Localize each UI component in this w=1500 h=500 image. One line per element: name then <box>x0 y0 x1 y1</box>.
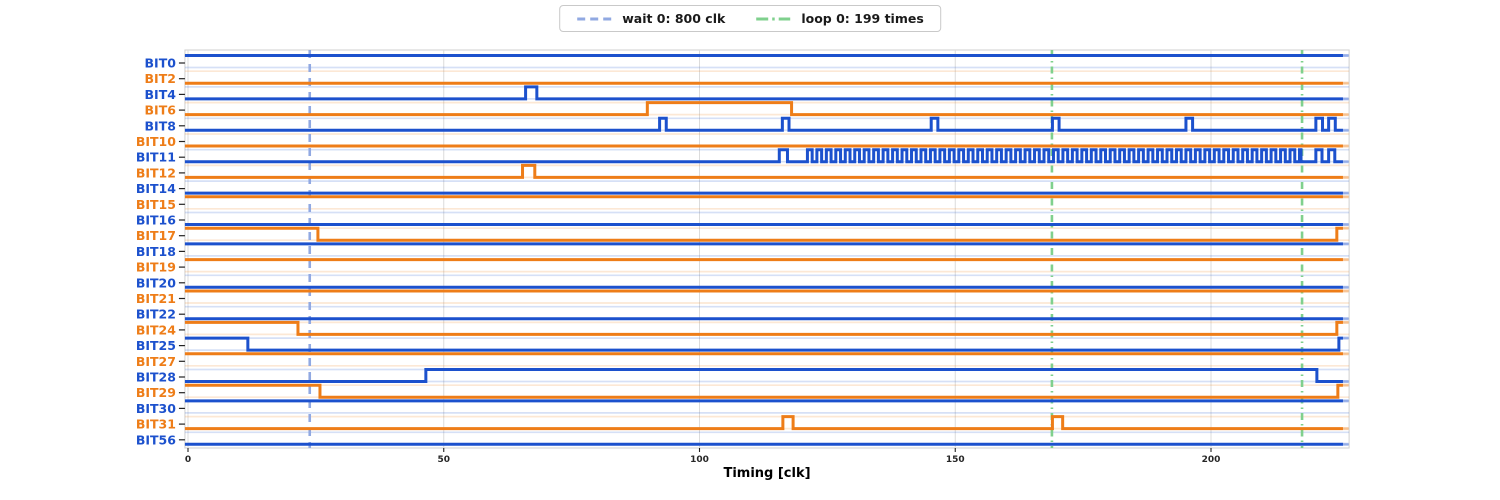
loop-line-sample <box>756 17 791 20</box>
y-label-BIT16: BIT16 <box>136 213 176 228</box>
y-label-BIT24: BIT24 <box>136 322 176 337</box>
y-label-BIT20: BIT20 <box>136 275 176 290</box>
x-tick-label: 200 <box>1202 455 1221 465</box>
waveform-BIT17 <box>184 226 1343 242</box>
waveform-BIT28 <box>184 368 1343 383</box>
y-label-BIT14: BIT14 <box>136 181 176 196</box>
waveform-BIT25 <box>184 336 1343 352</box>
event-markers <box>308 50 1304 448</box>
waveform-BIT24 <box>184 320 1343 336</box>
y-label-BIT22: BIT22 <box>136 307 176 322</box>
plot-border <box>184 49 1350 449</box>
waveform-BIT31 <box>184 415 1343 431</box>
legend-item-wait: wait 0: 800 clk <box>576 11 725 26</box>
y-label-BIT29: BIT29 <box>136 385 176 400</box>
y-label-BIT0: BIT0 <box>145 56 177 71</box>
y-label-BIT19: BIT19 <box>136 260 176 275</box>
y-label-BIT6: BIT6 <box>145 103 177 118</box>
y-label-BIT11: BIT11 <box>136 150 176 165</box>
y-label-BIT10: BIT10 <box>136 134 176 149</box>
waveform-BIT6 <box>184 101 1343 117</box>
y-label-BIT30: BIT30 <box>136 401 176 416</box>
y-label-BIT15: BIT15 <box>136 197 176 212</box>
waveform-BIT11 <box>184 148 1343 164</box>
legend: wait 0: 800 clk loop 0: 199 times <box>559 5 941 32</box>
y-label-BIT28: BIT28 <box>136 370 176 385</box>
legend-item-loop: loop 0: 199 times <box>755 11 924 26</box>
x-tick-label: 50 <box>437 455 450 465</box>
x-axis-ticks: 0 50 100 150 200 <box>185 448 1221 465</box>
waveform-BIT29 <box>184 383 1343 399</box>
wait-line-sample <box>577 17 612 20</box>
y-label-BIT21: BIT21 <box>136 291 176 306</box>
y-label-BIT2: BIT2 <box>145 71 176 86</box>
y-label-BIT56: BIT56 <box>136 432 176 447</box>
waveform-BIT8 <box>184 116 1343 132</box>
waveform-BIT12 <box>184 163 1343 179</box>
legend-label-loop: loop 0: 199 times <box>801 11 924 26</box>
y-label-BIT12: BIT12 <box>136 165 176 180</box>
legend-label-wait: wait 0: 800 clk <box>622 11 726 26</box>
y-label-BIT17: BIT17 <box>136 228 176 243</box>
waveforms <box>184 54 1349 446</box>
x-tick-label: 100 <box>690 455 709 465</box>
x-tick-label: 0 <box>185 455 191 465</box>
y-label-BIT31: BIT31 <box>136 417 176 432</box>
y-label-BIT18: BIT18 <box>136 244 176 259</box>
waveform-BIT4 <box>184 85 1343 101</box>
x-axis-label: Timing [clk] <box>723 466 811 481</box>
y-label-BIT4: BIT4 <box>145 87 177 102</box>
x-tick-label: 150 <box>946 455 965 465</box>
y-label-BIT25: BIT25 <box>136 338 176 353</box>
y-label-BIT8: BIT8 <box>145 118 176 133</box>
y-label-BIT27: BIT27 <box>136 354 176 369</box>
x-gridlines <box>187 50 1212 448</box>
